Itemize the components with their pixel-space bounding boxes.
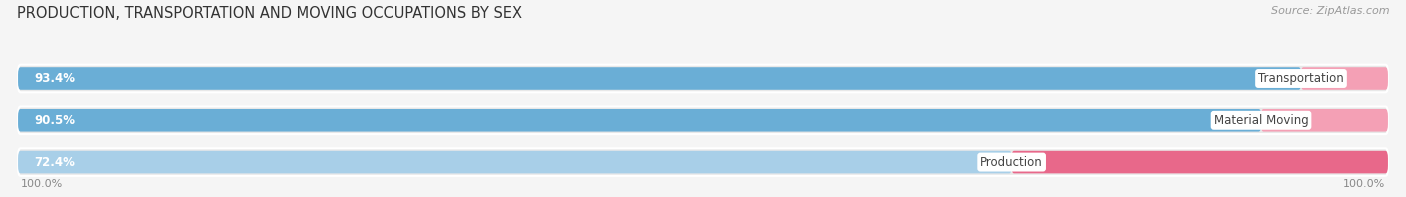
FancyBboxPatch shape [1011,151,1388,173]
Text: Source: ZipAtlas.com: Source: ZipAtlas.com [1271,6,1389,16]
Text: 72.4%: 72.4% [35,156,76,169]
FancyBboxPatch shape [18,109,1261,132]
FancyBboxPatch shape [18,151,1012,173]
Text: 100.0%: 100.0% [21,179,63,189]
FancyBboxPatch shape [18,107,1388,134]
FancyBboxPatch shape [1301,67,1388,90]
Text: 93.4%: 93.4% [35,72,76,85]
Text: Transportation: Transportation [1258,72,1344,85]
FancyBboxPatch shape [1261,109,1388,132]
Text: 100.0%: 100.0% [1343,179,1385,189]
FancyBboxPatch shape [18,65,1388,92]
FancyBboxPatch shape [18,148,1388,176]
Text: 90.5%: 90.5% [35,114,76,127]
Text: Material Moving: Material Moving [1213,114,1309,127]
Text: Production: Production [980,156,1043,169]
Text: PRODUCTION, TRANSPORTATION AND MOVING OCCUPATIONS BY SEX: PRODUCTION, TRANSPORTATION AND MOVING OC… [17,6,522,21]
FancyBboxPatch shape [18,67,1301,90]
